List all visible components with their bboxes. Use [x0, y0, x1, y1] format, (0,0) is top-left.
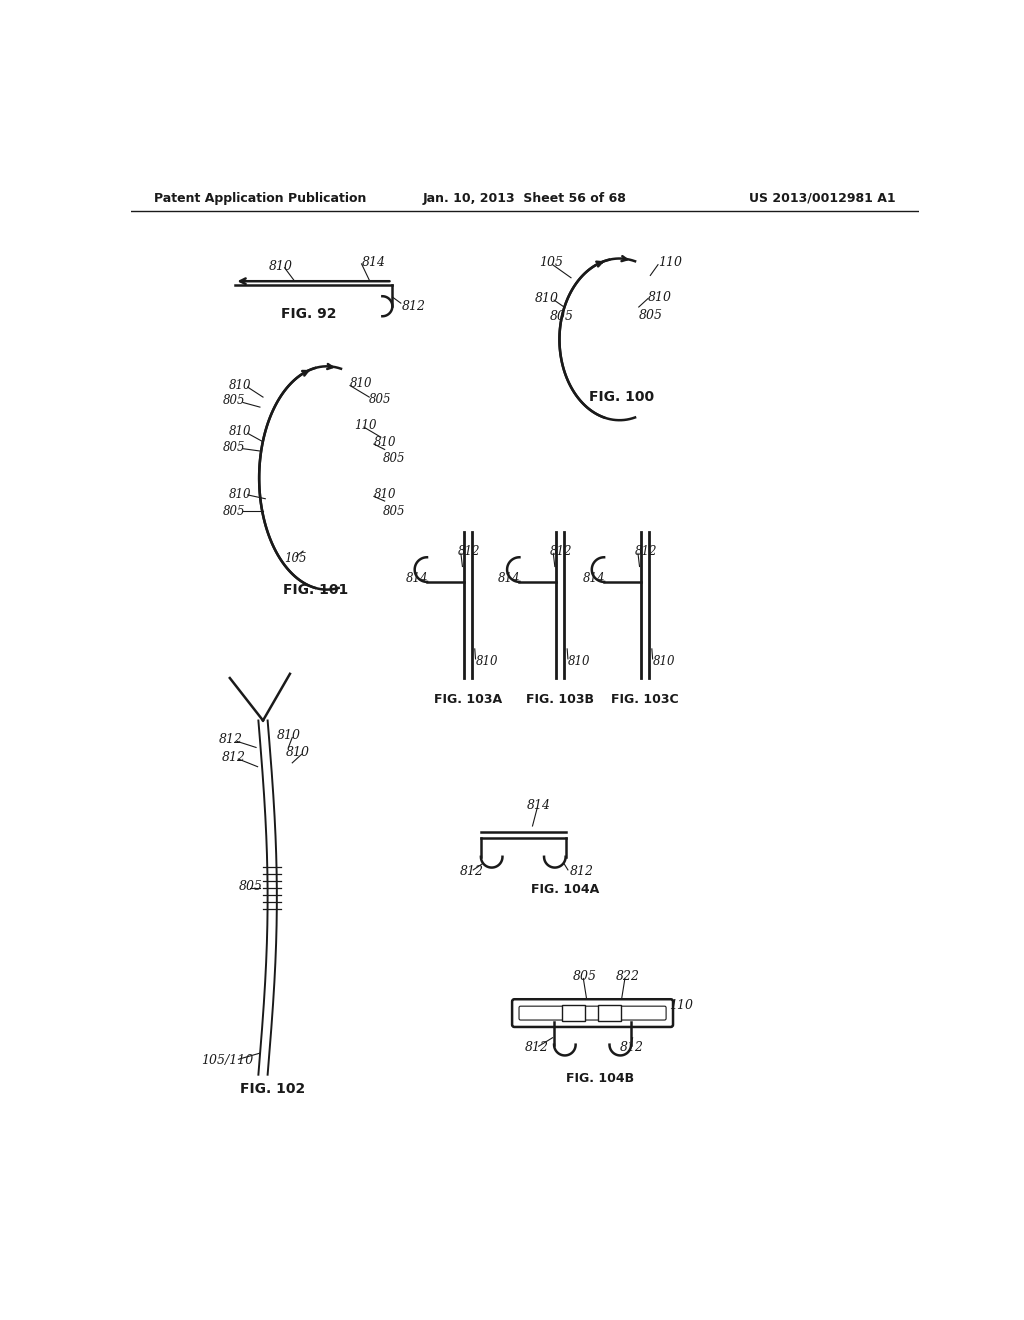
Text: 805: 805	[573, 970, 597, 982]
Text: 812: 812	[524, 1041, 549, 1055]
Text: 810: 810	[229, 379, 252, 392]
Text: 812: 812	[635, 545, 657, 557]
Bar	[598, 1006, 621, 1020]
Text: 812: 812	[460, 865, 483, 878]
Text: FIG. 102: FIG. 102	[241, 1081, 305, 1096]
Text: 812: 812	[219, 733, 243, 746]
Text: 805: 805	[383, 504, 406, 517]
Text: 814: 814	[406, 572, 428, 585]
Text: US 2013/0012981 A1: US 2013/0012981 A1	[750, 191, 896, 205]
Text: 812: 812	[401, 300, 426, 313]
Text: 110: 110	[670, 999, 693, 1012]
Text: Jan. 10, 2013  Sheet 56 of 68: Jan. 10, 2013 Sheet 56 of 68	[423, 191, 627, 205]
Text: FIG. 103A: FIG. 103A	[434, 693, 502, 706]
Text: 805: 805	[223, 395, 246, 408]
Text: 805: 805	[383, 453, 406, 465]
Text: Patent Application Publication: Patent Application Publication	[154, 191, 366, 205]
Text: 810: 810	[374, 436, 396, 449]
Text: 810: 810	[652, 655, 675, 668]
Text: 805: 805	[639, 309, 663, 322]
Text: 814: 814	[527, 800, 551, 813]
Text: FIG. 103C: FIG. 103C	[611, 693, 679, 706]
Text: 810: 810	[286, 746, 310, 759]
Text: 812: 812	[569, 865, 594, 878]
Text: 105/110: 105/110	[202, 1055, 254, 1068]
Text: 805: 805	[550, 310, 574, 323]
Text: 822: 822	[615, 970, 640, 982]
Text: 810: 810	[568, 655, 591, 668]
Text: 810: 810	[648, 290, 672, 304]
Text: 810: 810	[276, 730, 301, 742]
Text: FIG. 104B: FIG. 104B	[566, 1072, 634, 1085]
Text: 805: 805	[370, 393, 392, 407]
Text: FIG. 101: FIG. 101	[283, 582, 348, 597]
Text: 105: 105	[285, 552, 307, 565]
Text: 105: 105	[539, 256, 562, 269]
Text: 110: 110	[658, 256, 682, 269]
Text: 810: 810	[475, 655, 498, 668]
Text: FIG. 104A: FIG. 104A	[531, 883, 600, 896]
Text: 810: 810	[229, 488, 252, 502]
Text: 810: 810	[350, 376, 373, 389]
Text: 805: 805	[223, 504, 246, 517]
Text: 812: 812	[550, 545, 572, 557]
Text: FIG. 100: FIG. 100	[589, 391, 654, 404]
Text: FIG. 92: FIG. 92	[282, 308, 337, 321]
Text: 110: 110	[354, 418, 377, 432]
Text: 814: 814	[583, 572, 605, 585]
Text: 805: 805	[223, 441, 246, 454]
Text: 812: 812	[620, 1041, 643, 1055]
Text: 814: 814	[498, 572, 520, 585]
Text: 810: 810	[269, 260, 293, 273]
Bar	[562, 1006, 585, 1020]
Text: FIG. 103B: FIG. 103B	[526, 693, 594, 706]
Text: 810: 810	[374, 488, 396, 502]
Text: 812: 812	[458, 545, 480, 557]
Text: 810: 810	[535, 292, 559, 305]
Text: 805: 805	[239, 879, 262, 892]
FancyBboxPatch shape	[519, 1006, 666, 1020]
Text: 812: 812	[221, 751, 246, 764]
Text: 814: 814	[361, 256, 386, 269]
Text: 810: 810	[229, 425, 252, 438]
